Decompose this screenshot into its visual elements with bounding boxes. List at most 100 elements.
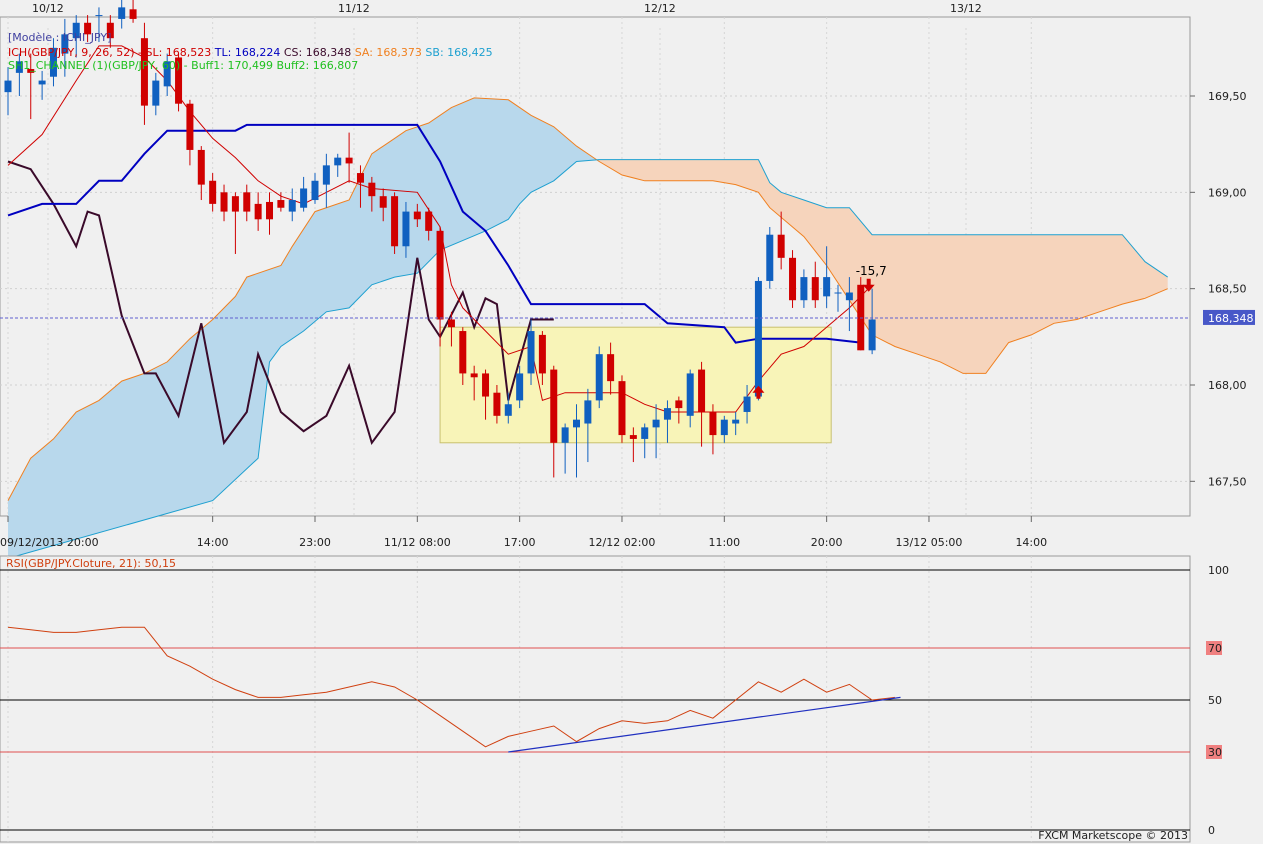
candle-body bbox=[493, 392, 501, 416]
candle-bullish bbox=[868, 288, 876, 355]
signal-arrows bbox=[752, 278, 875, 399]
price-tick-label: 169,50 bbox=[1208, 90, 1247, 103]
candle-body bbox=[777, 234, 785, 258]
price-tick-label: 169,00 bbox=[1208, 186, 1247, 199]
candle-body bbox=[27, 69, 35, 73]
candle-body bbox=[709, 411, 717, 436]
candle-bullish bbox=[595, 346, 603, 409]
candle-body bbox=[629, 435, 637, 439]
candle-body bbox=[425, 211, 433, 231]
arrow-down-icon bbox=[862, 278, 875, 292]
candle-bearish bbox=[106, 15, 114, 48]
candle-bearish bbox=[857, 277, 865, 351]
candle-bearish bbox=[186, 99, 194, 166]
candle-body bbox=[447, 319, 455, 328]
footer-copyright: FXCM Marketscope © 2013 bbox=[1038, 829, 1188, 842]
candle-body bbox=[345, 157, 353, 164]
candle-body bbox=[834, 292, 842, 294]
senkou-span-a-line bbox=[7, 97, 1168, 501]
candle-bearish bbox=[243, 184, 251, 222]
candle-bullish bbox=[504, 392, 512, 424]
candle-body bbox=[470, 373, 478, 378]
candle-bullish bbox=[49, 38, 57, 87]
rsi-panel[interactable]: RSI(GBP/JPY.Cloture, 21): 50,15 0 30 50 70 1… bbox=[0, 555, 1229, 843]
candle-body bbox=[186, 103, 194, 150]
candles bbox=[4, 0, 876, 478]
time-tick-label: 17:00 bbox=[504, 536, 536, 549]
candle-bullish bbox=[743, 384, 751, 424]
candle-bullish bbox=[732, 411, 740, 436]
chikou-span-line bbox=[7, 160, 554, 446]
candle-body bbox=[686, 373, 694, 416]
candle-bullish bbox=[72, 15, 80, 58]
rsi-level-tag bbox=[1206, 641, 1222, 655]
candle-body bbox=[61, 34, 69, 54]
candle-bearish bbox=[231, 192, 239, 254]
time-tick-label: 12/12 02:00 bbox=[589, 536, 656, 549]
price-panel[interactable]: -15,7 bbox=[0, 0, 1191, 559]
candle-bearish bbox=[27, 53, 35, 120]
candle-bearish bbox=[811, 261, 819, 308]
date-marker-label: 11/12 bbox=[338, 2, 370, 15]
candle-body bbox=[175, 57, 183, 104]
candle-body bbox=[129, 9, 137, 19]
candle-bearish bbox=[379, 188, 387, 222]
candle-bearish bbox=[413, 203, 421, 228]
candle-body bbox=[800, 277, 808, 301]
ichimoku-cloud bbox=[8, 97, 1168, 559]
rsi-tick-label: 30 bbox=[1208, 746, 1222, 759]
date-marker-label: 10/12 bbox=[32, 2, 64, 15]
candle-body bbox=[720, 419, 728, 436]
candle-bullish bbox=[288, 188, 296, 222]
candle-bullish bbox=[61, 18, 69, 77]
current-price-tag: 168,348 bbox=[1203, 309, 1255, 325]
rsi-tick-label: 100 bbox=[1208, 564, 1229, 577]
candle-bearish bbox=[368, 176, 376, 212]
candle-body bbox=[391, 196, 399, 247]
time-axis: 09/12/2013 20:00 14:00 23:00 11/12 08:00 17:… bbox=[0, 516, 1047, 549]
candle-body bbox=[254, 203, 262, 220]
candle-bearish bbox=[84, 15, 92, 43]
candle-body bbox=[379, 196, 387, 208]
candle-body bbox=[356, 173, 364, 183]
legend-item: SB: 168,425 bbox=[425, 46, 492, 59]
candle-bearish bbox=[459, 327, 467, 385]
candle-body bbox=[607, 354, 615, 382]
candle-body bbox=[743, 396, 751, 412]
candle-bullish bbox=[766, 227, 774, 289]
candle-bullish bbox=[163, 53, 171, 96]
time-tick-label: 13/12 05:00 bbox=[896, 536, 963, 549]
price-tick-label: 167,50 bbox=[1208, 475, 1247, 488]
candle-body bbox=[789, 257, 797, 301]
candle-body bbox=[95, 15, 103, 17]
legend-item: Buff2: 166,807 bbox=[276, 59, 358, 72]
kijun-sen-line bbox=[7, 123, 861, 344]
candle-bullish bbox=[584, 388, 592, 463]
candle-body bbox=[322, 165, 330, 185]
signal-label: -15,7 bbox=[856, 264, 887, 278]
candle-body bbox=[698, 369, 706, 412]
candle-bearish bbox=[436, 227, 444, 347]
rsi-tick-label: 0 bbox=[1208, 824, 1215, 837]
candle-body bbox=[368, 182, 376, 197]
candle-bearish bbox=[254, 192, 262, 231]
candle-body bbox=[140, 38, 148, 106]
rsi-panel-background bbox=[0, 555, 1191, 843]
candle-body bbox=[823, 277, 831, 297]
candle-bullish bbox=[845, 277, 853, 332]
rsi-grid bbox=[0, 556, 1190, 842]
candle-body bbox=[231, 196, 239, 212]
candle-bearish bbox=[140, 22, 148, 125]
time-tick-label: 14:00 bbox=[1015, 536, 1047, 549]
candle-bearish bbox=[550, 365, 558, 478]
candle-body bbox=[663, 408, 671, 420]
candle-body bbox=[766, 234, 774, 281]
candle-bearish bbox=[220, 184, 228, 222]
time-tick-label: 20:00 bbox=[811, 536, 843, 549]
candle-body bbox=[220, 192, 228, 212]
candle-body bbox=[243, 192, 251, 212]
time-tick-label: 14:00 bbox=[197, 536, 229, 549]
candle-bullish bbox=[663, 400, 671, 443]
current-price-label: 168,348 bbox=[1208, 312, 1254, 325]
